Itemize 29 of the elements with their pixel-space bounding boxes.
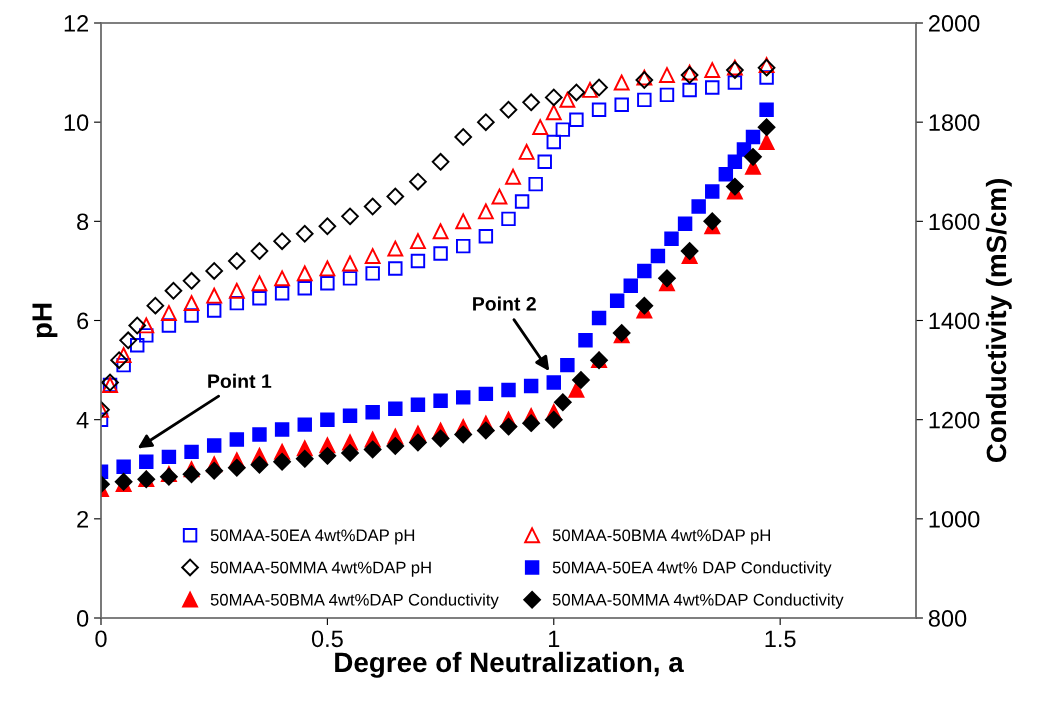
- x-tick-label: 1.5: [765, 630, 796, 648]
- y2-tick-label: 800: [928, 610, 967, 627]
- y2-tick-label: 1400: [929, 312, 980, 330]
- y-tick-label: 10: [64, 114, 89, 131]
- y2-tick-label: 1000: [929, 510, 980, 528]
- y2-tick-label: 1800: [929, 114, 980, 131]
- x-axis-title: Degree of Neutralization, a: [335, 651, 684, 678]
- x-tick-label: 0: [95, 630, 107, 648]
- legend-label: 50MAA-50BMA 4wt%DAP Conductivity: [210, 593, 499, 609]
- y-tick-label: 2: [77, 510, 89, 528]
- x-tick-label: 1: [549, 630, 560, 647]
- y2-tick-label: 1200: [929, 411, 980, 429]
- y-axis-title: pH: [32, 303, 58, 338]
- annotation: Point 2: [473, 296, 536, 311]
- y-tick-label: 4: [76, 411, 89, 429]
- y-tick-label: 0: [76, 610, 89, 627]
- legend-label: 50MAA-50BMA 4wt%DAP pH: [552, 529, 770, 545]
- y-tick-label: 12: [64, 15, 89, 32]
- annotation: Point 1: [208, 373, 272, 389]
- y2-axis-title: Conductivity (mS/cm): [985, 179, 1012, 463]
- legend-label: 50MAA-50MMA 4wt%DAP pH: [210, 561, 431, 577]
- y-tick-label: 8: [77, 213, 89, 231]
- y2-tick-label: 1600: [929, 213, 980, 231]
- x-tick-label: 0.5: [311, 630, 343, 648]
- legend-label: 50MAA-50MMA 4wt%DAP Conductivity: [552, 593, 844, 609]
- legend-label: 50MAA-50EA 4wt% DAP Conductivity: [552, 561, 832, 577]
- y-tick-label: 6: [77, 312, 89, 330]
- y2-tick-label: 2000: [928, 15, 980, 32]
- legend-label: 50MAA-50EA 4wt%DAP pH: [210, 529, 415, 545]
